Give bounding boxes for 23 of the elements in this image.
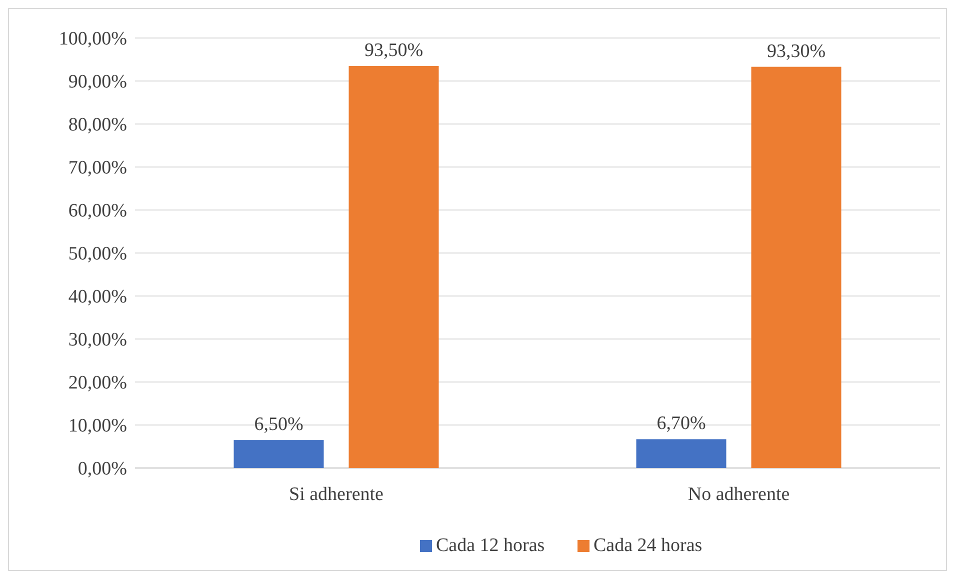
y-tick-label: 10,00% <box>68 416 128 437</box>
y-tick-label: 40,00% <box>68 286 128 308</box>
y-tick-label: 30,00% <box>68 330 128 351</box>
data-label: 93,50% <box>364 40 424 61</box>
bar <box>234 440 324 468</box>
bar <box>751 66 842 468</box>
y-tick-label: 80,00% <box>68 114 128 136</box>
y-tick-label: 100,00% <box>58 28 128 50</box>
x-tick-label: Si adherente <box>289 484 384 505</box>
bar <box>348 66 439 468</box>
bar <box>636 439 726 468</box>
y-tick-label: 20,00% <box>68 372 128 394</box>
y-tick-label: 50,00% <box>68 244 128 265</box>
data-label: 6,50% <box>254 414 304 436</box>
y-tick-label: 0,00% <box>78 458 128 480</box>
y-tick-label: 90,00% <box>68 72 128 93</box>
y-tick-label: 70,00% <box>68 158 128 179</box>
data-label: 93,30% <box>766 40 826 62</box>
legend-label: Cada 12 horas <box>436 535 545 556</box>
legend-label: Cada 24 horas <box>594 535 702 556</box>
y-tick-label: 60,00% <box>68 200 128 222</box>
data-label: 6,70% <box>656 413 706 434</box>
x-tick-label: No adherente <box>688 484 790 505</box>
